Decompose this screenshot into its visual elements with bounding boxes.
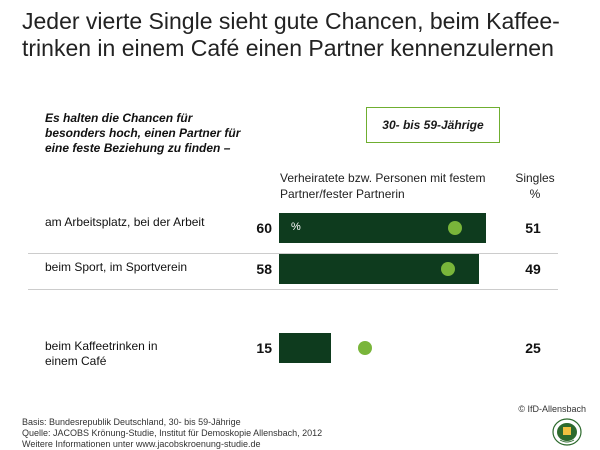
copyright: © IfD-Allensbach xyxy=(518,404,586,414)
row-separator xyxy=(28,289,558,290)
value-label-married-0: 60 xyxy=(256,220,272,236)
value-label-singles-2: 25 xyxy=(525,340,541,356)
dot-singles-1 xyxy=(441,262,456,276)
row-separator xyxy=(28,253,558,254)
dot-singles-2 xyxy=(358,341,373,355)
row-label-sport: beim Sport, im Sportverein xyxy=(45,260,188,274)
footer-basis: Basis: Bundesrepublik Deutschland, 30- b… xyxy=(22,417,241,427)
row-label-cafe: beim Kaffeetrinken in einem Café xyxy=(45,339,158,368)
column-header-singles-unit: % xyxy=(529,187,541,201)
unit-label-in-bar: % xyxy=(291,221,301,233)
footer-more-info: Weitere Informationen unter www.jacobskr… xyxy=(22,439,261,449)
value-label-singles-0: 51 xyxy=(525,220,541,236)
footer: Basis: Bundesrepublik Deutschland, 30- b… xyxy=(22,417,322,450)
column-header-singles-label: Singles xyxy=(515,171,555,185)
allensbach-seal-icon xyxy=(552,418,582,446)
column-header-singles: Singles % xyxy=(510,170,560,202)
row-label-work: am Arbeitsplatz, bei der Arbeit xyxy=(45,215,205,229)
bar-married-2 xyxy=(279,333,331,363)
age-group-box: 30- bis 59-Jährige xyxy=(366,107,500,143)
question-text: Es halten die Chancen für besonders hoch… xyxy=(45,111,241,155)
dot-singles-0 xyxy=(447,221,462,235)
column-header-married: Verheiratete bzw. Personen mit festem Pa… xyxy=(280,171,486,201)
footer-source: Quelle: JACOBS Krönung-Studie, Institut … xyxy=(22,428,323,438)
chart-title: Jeder vierte Single sieht gute Chancen, … xyxy=(22,8,560,61)
value-label-married-2: 15 xyxy=(256,340,272,356)
value-label-singles-1: 49 xyxy=(525,261,541,277)
value-label-married-1: 58 xyxy=(256,261,272,277)
age-group-label: 30- bis 59-Jährige xyxy=(382,118,484,132)
